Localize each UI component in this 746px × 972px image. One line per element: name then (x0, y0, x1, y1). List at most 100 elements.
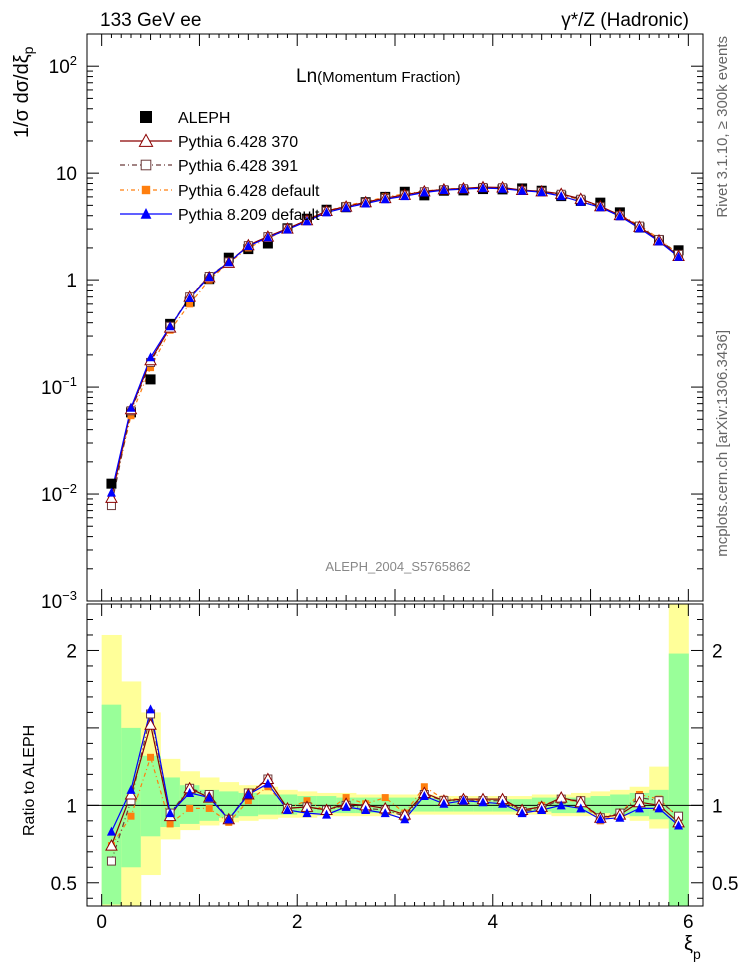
main-point-p8 (361, 198, 371, 208)
ratio-x-tick-label: 4 (487, 912, 498, 933)
ratio-x-tick-label: 2 (292, 912, 303, 933)
ratio-point-p8 (185, 787, 195, 797)
energy-label: 133 GeV ee (100, 10, 201, 31)
legend-label-pdef: Pythia 6.428 default (178, 183, 320, 200)
ratio-point-pdef (205, 804, 213, 812)
main-line-p370 (110, 186, 679, 499)
ratio-y-tick-label-right: 1 (712, 796, 723, 817)
ratio-point-p8 (458, 795, 468, 805)
main-y-tick-base: 10 (49, 57, 70, 78)
process-label: γ*/Z (Hadronic) (561, 10, 689, 31)
main-point-p8 (400, 191, 410, 201)
legend: ALEPH Pythia 6.428 370 Pythia 6.428 391 Pyt… (120, 110, 320, 224)
ratio-point-p8 (400, 814, 410, 824)
rivet-label: Rivet 3.1.10, ≥ 300k events (714, 36, 731, 218)
main-plot-frame (86, 33, 704, 602)
main-y-tick-exponent: −2 (62, 481, 77, 496)
ratio-series-markers (105, 704, 685, 866)
main-point-pdef (127, 412, 135, 420)
main-point-p8 (419, 187, 429, 197)
ratio-point-p8 (478, 797, 488, 807)
main-point-pdef (147, 364, 155, 372)
main-point-p8 (224, 257, 234, 267)
main-point-p8 (439, 185, 449, 195)
ratio-point-p370 (105, 839, 118, 851)
ratio-point-p8 (615, 812, 625, 822)
main-y-tick-label: 10−1 (41, 374, 77, 399)
ratio-point-p8 (224, 814, 234, 824)
ratio-point-p8 (146, 704, 156, 714)
main-point-p8 (556, 191, 566, 201)
main-point-data (145, 374, 156, 385)
main-line-p391 (110, 186, 679, 506)
ratio-band-inner (101, 704, 122, 905)
ratio-point-p370 (144, 718, 157, 730)
ratio-point-p8 (126, 784, 136, 794)
main-y-tick-label: 10−2 (41, 481, 77, 506)
ratio-y-tick-label: 0.5 (51, 874, 77, 895)
main-point-p8 (458, 184, 468, 194)
ratio-point-p8 (576, 803, 586, 813)
main-y-tick-label: 102 (49, 53, 77, 78)
main-point-p8 (146, 352, 156, 362)
main-y-tick-exponent: 2 (70, 53, 77, 68)
main-series-markers (105, 180, 685, 511)
ratio-point-p8 (595, 814, 605, 824)
ratio-point-p8 (204, 792, 214, 802)
main-point-p8 (380, 194, 390, 204)
ratio-point-pdef (381, 794, 389, 802)
ratio-point-p8 (556, 800, 566, 810)
ratio-point-p391 (106, 856, 116, 866)
ratio-y-tick-label-right: 2 (712, 641, 723, 662)
ratio-point-pdef (166, 820, 174, 828)
main-title-suffix: (Momentum Fraction) (317, 69, 460, 86)
main-y-tick-base: 1 (66, 271, 77, 292)
mcplots-label: mcplots.cern.ch [arXiv:1306.3436] (714, 330, 731, 557)
ratio-point-p8 (165, 808, 175, 818)
ratio-y-tick-label-right: 0.5 (712, 874, 738, 895)
main-point-p8 (576, 196, 586, 206)
ratio-point-p8 (498, 798, 508, 808)
main-point-p8 (654, 236, 664, 246)
main-line-p8 (110, 187, 679, 493)
main-y-label-sub: p (20, 46, 36, 54)
ratio-point-p8 (322, 809, 332, 819)
main-y-tick-label: 10−3 (41, 588, 77, 613)
main-point-data (106, 478, 117, 489)
ratio-point-p8 (341, 801, 351, 811)
legend-label-p370: Pythia 6.428 370 (178, 134, 298, 151)
legend-marker-p8 (140, 208, 152, 219)
ratio-point-p8 (439, 798, 449, 808)
main-series-lines (110, 186, 679, 506)
ratio-y-tick-label: 1 (66, 796, 77, 817)
main-point-p8 (185, 293, 195, 303)
legend-label-data: ALEPH (178, 110, 230, 127)
ratio-y-tick-label: 2 (66, 641, 77, 662)
ratio-x-tick-label: 6 (683, 912, 694, 933)
ratio-point-p8 (263, 778, 273, 788)
main-point-p8 (674, 251, 684, 261)
main-title-main: Ln (296, 66, 317, 87)
ratio-tick-marks: 0.5 0.5 1 1 2 2 0 2 4 6 (51, 604, 738, 933)
ratio-point-p8 (361, 804, 371, 814)
ratio-point-p8 (674, 820, 684, 830)
main-y-label-text: 1/σ dσ/dξ (11, 54, 33, 138)
main-watermark: ALEPH_2004_S5765862 (325, 559, 470, 574)
legend-marker-pdef (141, 185, 151, 195)
ratio-x-label-text: ξ (684, 933, 693, 955)
ratio-point-p8 (537, 804, 547, 814)
main-point-p8 (498, 183, 508, 193)
ratio-x-axis-label: ξp (684, 933, 701, 962)
main-point-p8 (478, 183, 488, 193)
main-point-p8 (322, 207, 332, 217)
ratio-point-p8 (282, 804, 292, 814)
ratio-point-p8 (380, 808, 390, 818)
ratio-x-tick-label: 0 (96, 912, 107, 933)
main-point-p8 (243, 241, 253, 251)
legend-marker-p370 (138, 133, 154, 147)
main-point-p8 (615, 211, 625, 221)
ratio-plot-frame (86, 603, 704, 907)
ratio-point-pdef (147, 753, 155, 761)
